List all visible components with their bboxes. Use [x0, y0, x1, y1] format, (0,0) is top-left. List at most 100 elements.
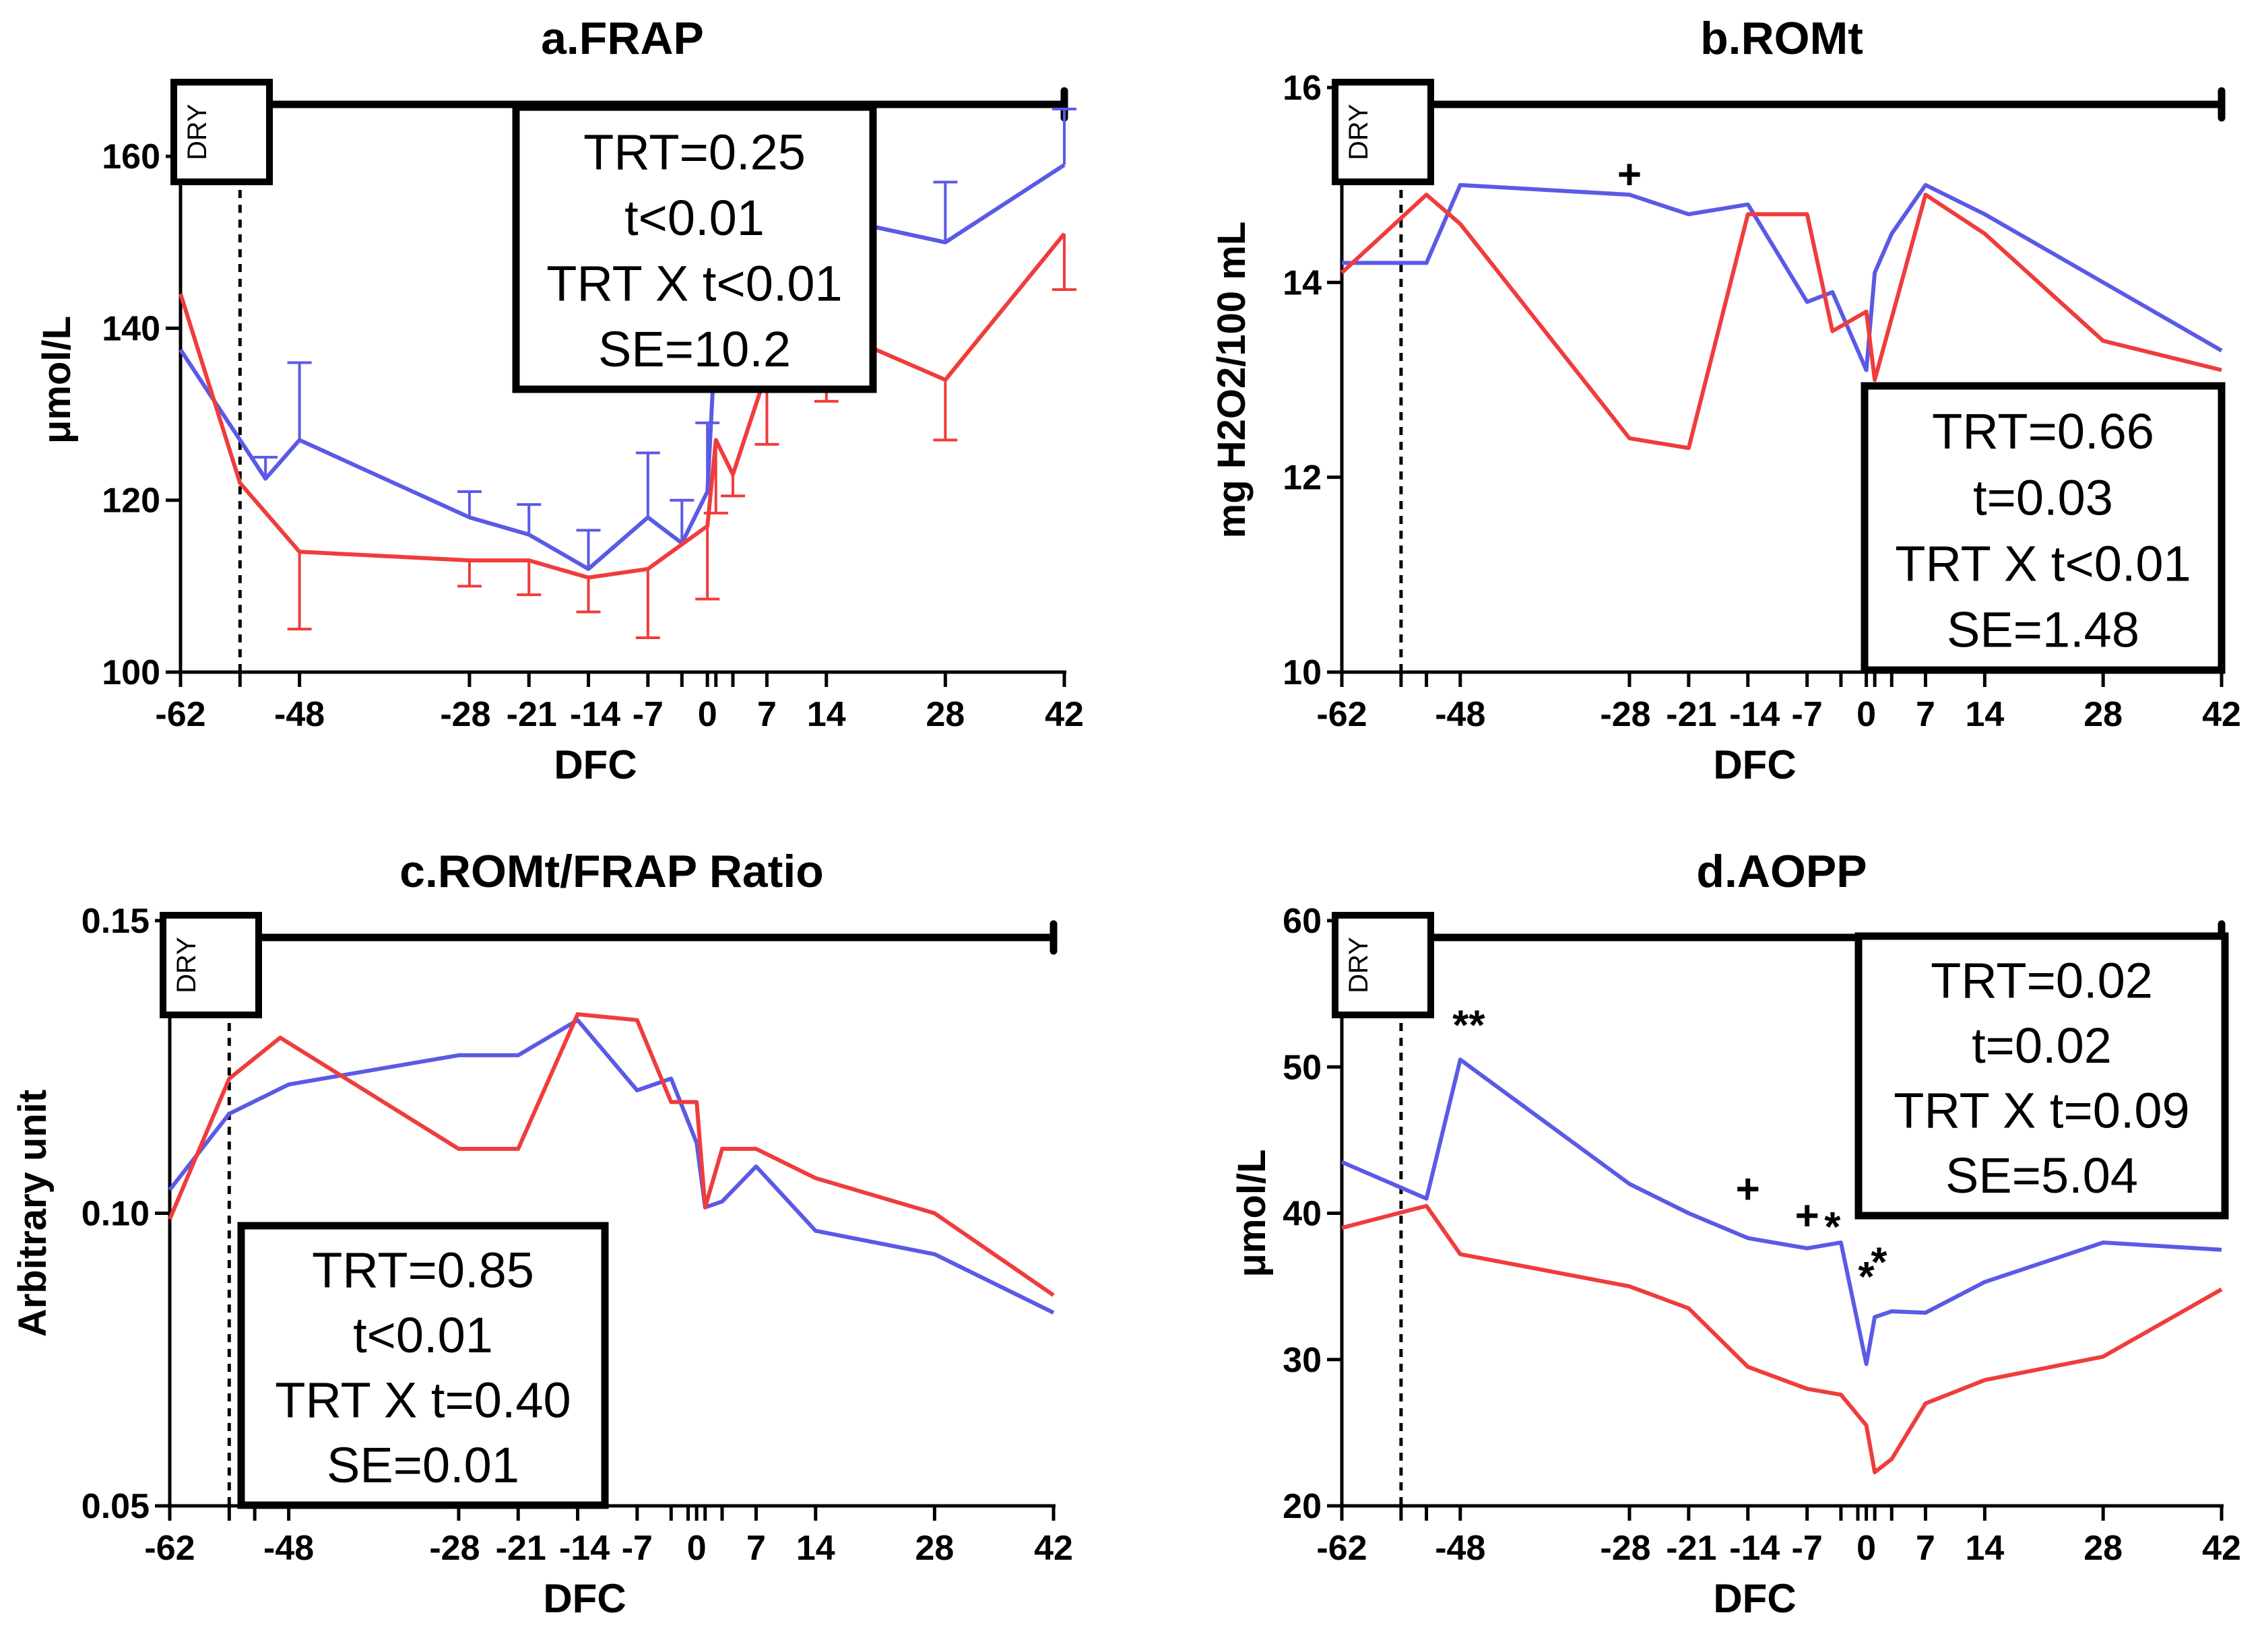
x-tick-label: -7 — [1792, 695, 1823, 734]
x-tick-label: -62 — [1316, 695, 1367, 734]
chart-c: c.ROMt/FRAP Ratio 0.05 0.10 0.15 -62 -48 -28 -2… — [11, 846, 1073, 1621]
stats-line: SE=10.2 — [598, 321, 791, 377]
stats-line: TRT=0.02 — [1931, 953, 2153, 1009]
significance-marker: + — [1736, 1166, 1760, 1213]
y-tick-label: 10 — [1283, 653, 1322, 692]
x-axis-label: DFC — [1713, 742, 1796, 787]
stats-line: TRT=0.85 — [312, 1243, 534, 1298]
x-axis-label: DFC — [1713, 1576, 1796, 1621]
stats-line: TRT=0.66 — [1932, 403, 2154, 459]
y-axis-label: μmol/L — [1230, 1149, 1274, 1277]
y-tick-label: 16 — [1283, 69, 1322, 108]
x-tick-label: 14 — [1965, 1529, 2004, 1568]
x-tick-label: 7 — [1916, 695, 1935, 734]
significance-marker: ** — [1452, 1002, 1485, 1049]
x-tick-label: -48 — [263, 1529, 314, 1568]
dry-box — [1332, 912, 1434, 1018]
x-tick-label: 14 — [1965, 695, 2004, 734]
stats-box — [1861, 382, 2226, 674]
x-tick-label: 42 — [1034, 1529, 1073, 1568]
chart-title: c.ROMt/FRAP Ratio — [399, 846, 824, 897]
x-tick-label: -62 — [155, 695, 205, 734]
dry-label: DRY — [183, 104, 212, 160]
y-tick-label: 50 — [1283, 1048, 1322, 1087]
significance-marker: * — [1824, 1204, 1841, 1251]
x-tick-label: -14 — [570, 695, 620, 734]
y-tick-label: 40 — [1283, 1195, 1322, 1234]
y-tick-label: 12 — [1283, 459, 1322, 498]
x-tick-label: -28 — [1600, 695, 1650, 734]
y-axis-label: mg H2O2/100 mL — [1210, 222, 1254, 539]
series-line-red — [1340, 193, 2222, 451]
x-tick-label: 28 — [926, 695, 965, 734]
stats-line: t=0.02 — [1972, 1018, 2112, 1073]
significance-marker: * — [1859, 1254, 1875, 1300]
significance-marker: + — [1795, 1193, 1819, 1239]
stats-line: TRT X t<0.01 — [546, 255, 842, 311]
x-tick-label: -7 — [1792, 1529, 1823, 1568]
series-line-blue — [1342, 183, 2223, 372]
x-tick-label: -14 — [559, 1529, 610, 1568]
stats-line: TRT X t<0.01 — [1895, 536, 2191, 592]
y-tick-label: 14 — [1283, 263, 1322, 302]
stats-line: SE=5.04 — [1945, 1148, 2138, 1203]
x-tick-label: -62 — [144, 1529, 195, 1568]
dry-box — [1332, 79, 1434, 185]
x-tick-label: -21 — [496, 1529, 546, 1568]
stats-line: SE=1.48 — [1947, 602, 2139, 658]
x-tick-label: 28 — [915, 1529, 954, 1568]
x-tick-label: -7 — [622, 1529, 653, 1568]
stats-line: t<0.01 — [624, 190, 765, 246]
x-tick-label: 0 — [687, 1529, 707, 1568]
y-axis-label: Arbitrary unit — [11, 1090, 55, 1337]
stats-line: t<0.01 — [353, 1307, 493, 1363]
y-tick-label: 20 — [1283, 1487, 1322, 1526]
x-tick-label: 7 — [1916, 1529, 1935, 1568]
x-tick-label: 0 — [1856, 1529, 1876, 1568]
x-tick-label: 0 — [698, 695, 717, 734]
x-tick-label: -21 — [1666, 1529, 1716, 1568]
significance-marker: + — [1617, 152, 1642, 198]
stats-line: SE=0.01 — [327, 1437, 519, 1493]
dry-label: DRY — [172, 937, 201, 993]
y-tick-label: 100 — [102, 653, 160, 692]
x-tick-label: -62 — [1316, 1529, 1367, 1568]
x-tick-label: -48 — [1435, 1529, 1485, 1568]
dry-label: DRY — [1344, 104, 1374, 160]
chart-title: d.AOPP — [1696, 846, 1867, 897]
x-tick-label: -21 — [1666, 695, 1716, 734]
chart-title: b.ROMt — [1700, 13, 1863, 64]
x-tick-label: 42 — [1045, 695, 1084, 734]
x-axis-label: DFC — [543, 1576, 626, 1621]
chart-b: b.ROMt 10 12 14 16 -62 -48 -28 -21 -14 -7 0 7 14 28 42 D… — [1210, 13, 2241, 787]
series-line-blue — [1340, 1057, 2222, 1366]
x-tick-label: 14 — [796, 1529, 835, 1568]
x-tick-label: -28 — [440, 695, 490, 734]
x-tick-label: 42 — [2202, 695, 2241, 734]
series-line-blue — [168, 1018, 1055, 1315]
x-tick-label: 28 — [2083, 695, 2123, 734]
x-axis-label: DFC — [554, 742, 637, 787]
stats-box — [1854, 932, 2229, 1220]
x-tick-label: -21 — [507, 695, 557, 734]
x-tick-label: -14 — [1729, 695, 1780, 734]
series-line-red — [168, 1012, 1055, 1297]
dry-box — [160, 912, 262, 1018]
stats-line: TRT=0.25 — [583, 125, 806, 180]
y-tick-label: 0.05 — [82, 1487, 150, 1526]
significance-marker: * — [1871, 1239, 1887, 1286]
y-axis-label: μmol/L — [35, 316, 79, 444]
x-tick-label: -48 — [274, 695, 325, 734]
y-tick-label: 0.15 — [82, 902, 150, 941]
x-tick-label: 14 — [807, 695, 846, 734]
y-tick-label: 120 — [102, 482, 160, 521]
dry-box — [170, 79, 273, 185]
stats-box — [237, 1222, 609, 1509]
series-line-red — [1341, 1203, 2223, 1474]
x-tick-label: -28 — [1600, 1529, 1650, 1568]
stats-box — [512, 103, 877, 393]
y-tick-label: 0.10 — [82, 1195, 150, 1234]
y-tick-label: 140 — [102, 309, 160, 348]
stats-line: TRT X t=0.40 — [275, 1373, 571, 1428]
